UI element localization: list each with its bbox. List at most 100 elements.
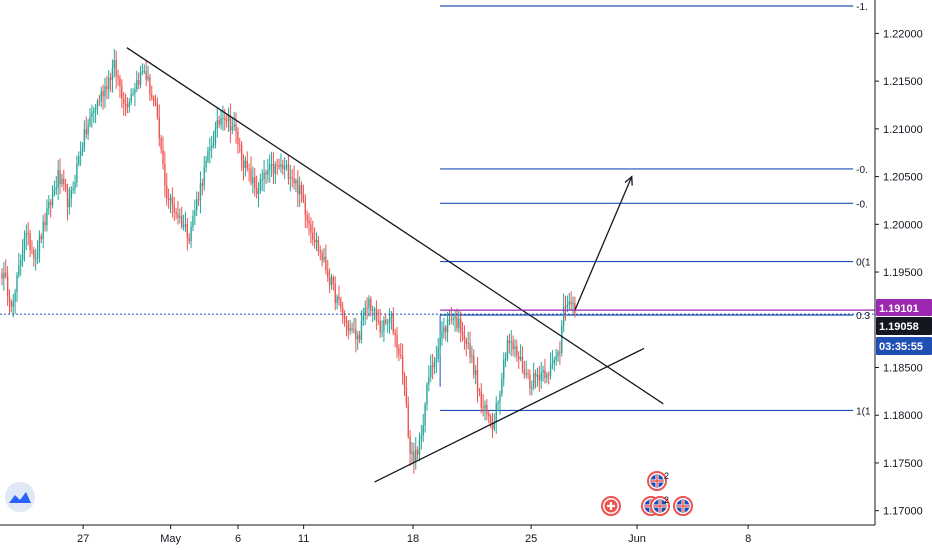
time-axis[interactable]: 27 May 6 11 18 25 Jun 8 bbox=[0, 524, 875, 545]
candle-body bbox=[439, 338, 441, 348]
candle bbox=[342, 302, 344, 325]
timer-tag: 03:35:55 bbox=[876, 337, 932, 355]
candle-body bbox=[96, 101, 99, 109]
candle bbox=[34, 248, 37, 271]
candle bbox=[91, 104, 93, 128]
candle-body bbox=[34, 258, 37, 260]
candle bbox=[544, 358, 546, 384]
economic-events[interactable]: 2 2 bbox=[601, 471, 693, 516]
candle-body bbox=[415, 449, 417, 463]
candle bbox=[177, 200, 179, 225]
candle bbox=[12, 293, 14, 318]
candle-body bbox=[171, 197, 174, 205]
candle-body bbox=[29, 233, 31, 250]
candle bbox=[358, 330, 361, 344]
candle-body bbox=[139, 71, 142, 85]
candle-body bbox=[25, 232, 28, 238]
candle bbox=[3, 261, 5, 291]
candle-body bbox=[33, 250, 35, 259]
event-flag-eu-icon[interactable] bbox=[601, 496, 621, 516]
candle-body bbox=[94, 108, 97, 111]
fib-retracement-lines[interactable]: -1. -0. -0. 0(1 0.3 1(1 bbox=[439, 2, 871, 417]
candle-body bbox=[98, 101, 101, 103]
trend-lines[interactable] bbox=[126, 47, 664, 483]
candle-body bbox=[327, 270, 329, 278]
candle bbox=[319, 245, 321, 261]
candle-body bbox=[235, 124, 237, 132]
event-flag-uk-icon-3[interactable] bbox=[673, 496, 693, 516]
candle-body bbox=[298, 185, 301, 195]
trend-line[interactable] bbox=[126, 47, 664, 405]
projection-arrow-line[interactable] bbox=[574, 176, 633, 311]
candle-body bbox=[227, 115, 230, 121]
time-tick-label: May bbox=[160, 533, 181, 545]
candle bbox=[471, 345, 473, 364]
candle-body bbox=[257, 190, 260, 194]
fib-level-label: 1(1 bbox=[856, 406, 871, 417]
candle bbox=[231, 118, 233, 135]
candle bbox=[368, 295, 370, 317]
candle bbox=[126, 97, 129, 114]
candle-body bbox=[209, 147, 211, 151]
candle bbox=[458, 310, 460, 333]
candle-body bbox=[3, 272, 5, 279]
candle-body bbox=[345, 319, 348, 324]
candle bbox=[532, 362, 535, 391]
candle bbox=[345, 315, 348, 337]
time-ticks: 27 May 6 11 18 25 Jun 8 bbox=[77, 525, 751, 545]
candle bbox=[411, 441, 413, 465]
candle bbox=[401, 343, 404, 385]
candle-body bbox=[534, 373, 537, 377]
candle bbox=[531, 380, 533, 396]
candle bbox=[386, 318, 389, 333]
candle-body bbox=[212, 143, 215, 146]
candle bbox=[300, 181, 303, 203]
candle-body bbox=[106, 86, 108, 90]
price-axis[interactable]: 1.22000 1.21500 1.21000 1.20500 1.20000 1.195… bbox=[874, 0, 923, 525]
candle-body bbox=[124, 104, 127, 106]
candle bbox=[529, 369, 531, 396]
event-flag-uk-icon-top[interactable]: 2 bbox=[647, 471, 669, 491]
candle bbox=[248, 163, 250, 182]
price-tick-label: 1.19500 bbox=[883, 267, 923, 279]
candle bbox=[518, 351, 520, 369]
candle bbox=[422, 413, 424, 443]
candle bbox=[169, 193, 172, 214]
candle bbox=[328, 268, 331, 293]
candle-body bbox=[521, 357, 524, 370]
candle-body bbox=[220, 118, 222, 125]
candle-body bbox=[237, 131, 239, 145]
candle-body bbox=[465, 339, 467, 344]
candle-body bbox=[379, 320, 381, 333]
candle bbox=[74, 174, 76, 194]
candle bbox=[255, 175, 258, 199]
candle bbox=[469, 331, 471, 364]
candle-body bbox=[506, 340, 509, 359]
candle bbox=[353, 317, 355, 334]
candle bbox=[222, 105, 224, 131]
candle-body bbox=[57, 170, 59, 188]
candle-body bbox=[267, 169, 269, 175]
event-flag-uk-icon-2[interactable]: 2 bbox=[650, 495, 670, 516]
candle-body bbox=[14, 292, 16, 302]
candle bbox=[136, 70, 138, 93]
candle bbox=[448, 310, 451, 326]
trend-line[interactable] bbox=[374, 347, 645, 483]
candle-body bbox=[330, 277, 333, 286]
candle bbox=[1, 267, 3, 286]
candle-body bbox=[261, 179, 263, 181]
candle bbox=[510, 330, 512, 357]
tradingview-logo-button[interactable] bbox=[5, 482, 35, 512]
candle-body bbox=[459, 318, 462, 332]
candle bbox=[83, 120, 86, 153]
candle bbox=[87, 119, 89, 140]
candle bbox=[373, 307, 376, 321]
candle-body bbox=[5, 272, 7, 277]
candle-body bbox=[93, 110, 95, 113]
candle bbox=[94, 103, 97, 124]
candle-body bbox=[119, 77, 121, 87]
candle bbox=[450, 306, 453, 325]
candle bbox=[240, 141, 243, 172]
